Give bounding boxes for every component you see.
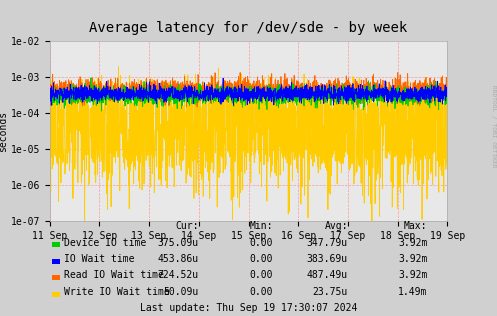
Text: 724.52u: 724.52u — [158, 270, 199, 280]
Text: 0.00: 0.00 — [250, 270, 273, 280]
Text: IO Wait time: IO Wait time — [64, 254, 134, 264]
Text: 487.49u: 487.49u — [307, 270, 348, 280]
Text: 3.92m: 3.92m — [398, 238, 427, 247]
Text: 0.00: 0.00 — [250, 254, 273, 264]
Text: Device IO time: Device IO time — [64, 238, 146, 247]
Text: 0.00: 0.00 — [250, 287, 273, 297]
Y-axis label: seconds: seconds — [0, 111, 8, 152]
Text: 50.09u: 50.09u — [164, 287, 199, 297]
Text: Min:: Min: — [250, 221, 273, 231]
Text: 347.79u: 347.79u — [307, 238, 348, 247]
Text: Read IO Wait time: Read IO Wait time — [64, 270, 164, 280]
Text: 3.92m: 3.92m — [398, 254, 427, 264]
Text: Avg:: Avg: — [325, 221, 348, 231]
Text: 23.75u: 23.75u — [313, 287, 348, 297]
Text: 375.09u: 375.09u — [158, 238, 199, 247]
Text: Cur:: Cur: — [175, 221, 199, 231]
Text: 1.49m: 1.49m — [398, 287, 427, 297]
Text: 453.86u: 453.86u — [158, 254, 199, 264]
Text: RRDTOOL / TOBI OETIKER: RRDTOOL / TOBI OETIKER — [491, 85, 496, 168]
Text: 0.00: 0.00 — [250, 238, 273, 247]
Text: Last update: Thu Sep 19 17:30:07 2024: Last update: Thu Sep 19 17:30:07 2024 — [140, 303, 357, 313]
Text: 3.92m: 3.92m — [398, 270, 427, 280]
Text: Write IO Wait time: Write IO Wait time — [64, 287, 169, 297]
Text: Average latency for /dev/sde - by week: Average latency for /dev/sde - by week — [89, 21, 408, 34]
Text: 383.69u: 383.69u — [307, 254, 348, 264]
Text: Max:: Max: — [404, 221, 427, 231]
